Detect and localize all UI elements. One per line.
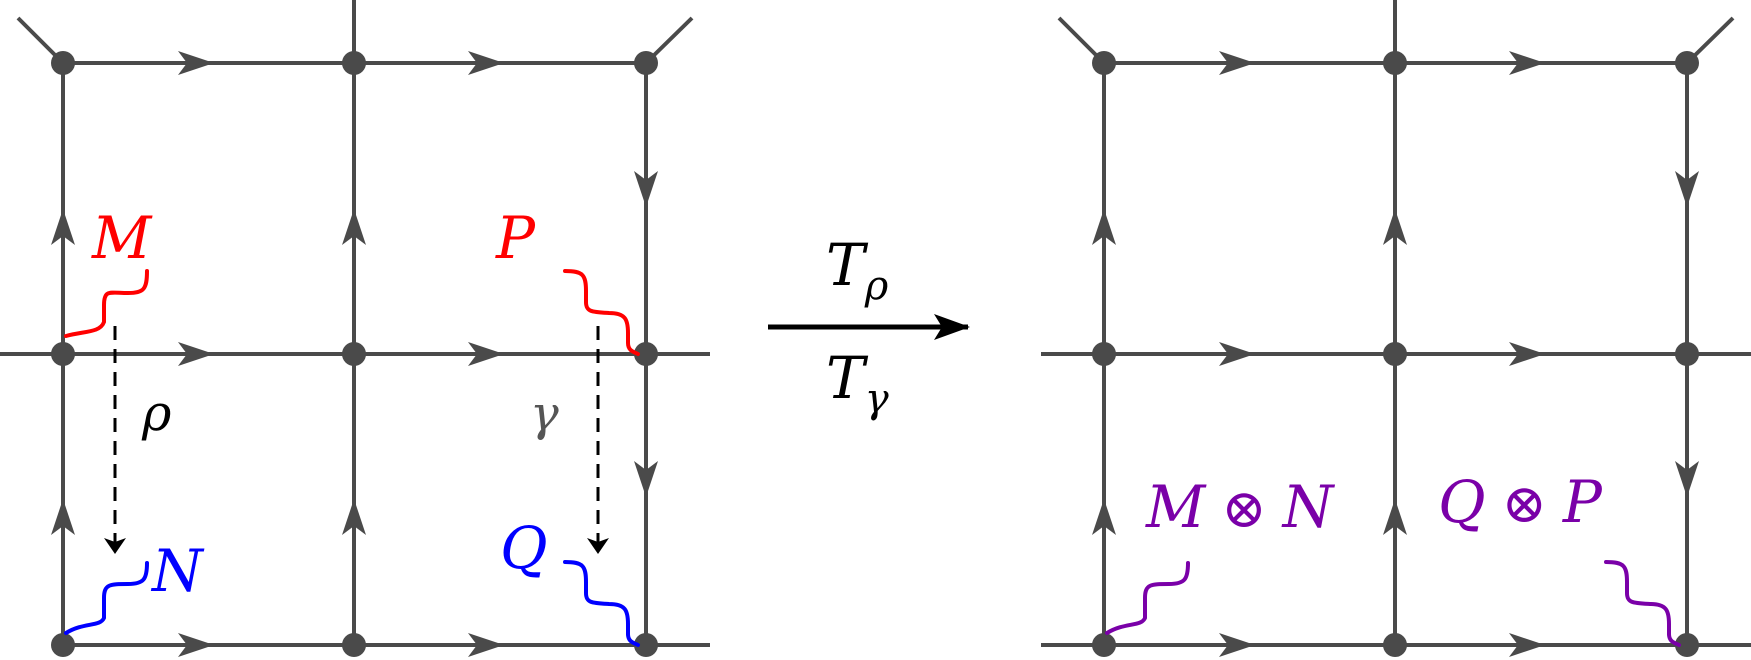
label-M: M [91,204,153,272]
vertex [51,342,75,366]
transform-top-base: T [826,231,869,299]
label-gamma: γ [530,386,559,442]
vertex [342,342,366,366]
vertex [1383,633,1407,657]
transform-top-label: Tρ [826,231,889,309]
label-rho: ρ [141,384,172,442]
fused-excitation-right-wave [1604,560,1681,647]
transform-top-sub: ρ [864,263,889,309]
fused-right-a: Q [1438,468,1486,536]
left-lattice [0,0,710,657]
right-vertices [1092,51,1699,657]
vertex [1383,51,1407,75]
transform-bottom-label: Tγ [826,344,889,422]
right-lattice [1041,0,1751,657]
excitation-N-wave [64,561,149,635]
vertex [51,51,75,75]
vertex [1383,342,1407,366]
vertex [1675,342,1699,366]
vertex [342,633,366,657]
label-Q: Q [500,514,548,582]
fused-right-op: ⊗ [1502,472,1547,535]
vertex [634,633,658,657]
fused-label-left: M ⊗ N [1145,473,1336,541]
fused-excitation-left-wave [1105,561,1190,635]
transform-bottom-base: T [826,344,869,412]
fused-right-b: P [1562,468,1603,536]
label-N: N [150,537,205,605]
fused-left-a: M [1145,473,1207,541]
vertex [634,342,658,366]
excitation-P-wave [563,269,640,356]
vertex [1092,51,1116,75]
excitation-M-wave [64,269,149,338]
vertex [1092,342,1116,366]
vertex [342,51,366,75]
fused-left-b: N [1281,473,1336,541]
vertex [1675,633,1699,657]
vertex [634,51,658,75]
excitation-Q-wave [563,560,640,647]
transform-bottom-sub: γ [865,376,889,422]
label-P: P [495,204,536,272]
vertex [1092,633,1116,657]
fused-label-right: Q ⊗ P [1438,468,1603,536]
transform-arrow-group: Tρ Tγ [768,231,970,422]
vertex [51,633,75,657]
vertex [1675,51,1699,75]
left-vertices [51,51,658,657]
fused-left-op: ⊗ [1221,477,1266,540]
